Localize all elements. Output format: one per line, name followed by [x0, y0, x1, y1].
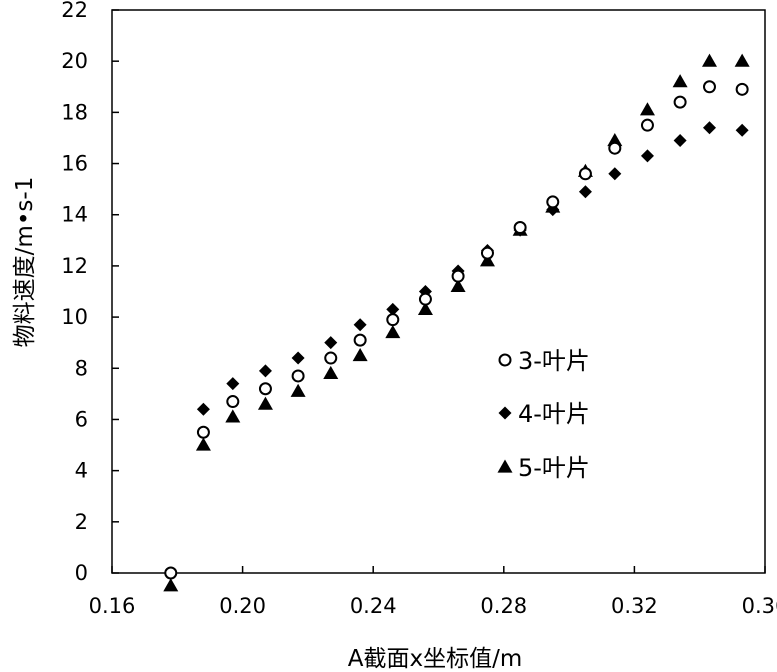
data-point-filled-diamond [196, 402, 210, 416]
data-point-filled-triangle [352, 347, 368, 362]
data-point-open-circle [451, 269, 465, 283]
data-point-filled-triangle [639, 102, 655, 116]
x-tick-label: 0.36 [742, 594, 777, 618]
data-point-open-circle [735, 82, 749, 96]
y-tick-label: 10 [61, 305, 88, 329]
data-point-filled-triangle [225, 409, 241, 423]
y-tick-label: 12 [61, 254, 88, 278]
data-point-filled-triangle [672, 74, 688, 88]
data-point-filled-triangle [450, 278, 466, 293]
data-point-open-circle [226, 395, 240, 409]
data-point-filled-diamond [735, 123, 749, 137]
data-point-filled-triangle [417, 301, 433, 316]
y-tick-label: 14 [61, 203, 88, 227]
data-point-filled-triangle [163, 578, 179, 592]
data-point-filled-triangle [290, 383, 306, 397]
data-point-filled-diamond [324, 336, 338, 350]
y-tick-label: 16 [61, 152, 88, 176]
y-tick-label: 4 [75, 459, 88, 483]
x-tick-label: 0.20 [219, 594, 266, 618]
x-tick-label: 0.32 [611, 594, 658, 618]
y-tick-label: 20 [61, 49, 88, 73]
plot-frame [111, 9, 766, 574]
data-point-open-circle [164, 566, 178, 580]
data-point-filled-diamond [578, 185, 592, 199]
legend-label: 4-叶片 [518, 400, 590, 428]
data-point-open-circle [353, 333, 367, 347]
data-point-filled-diamond [353, 318, 367, 332]
data-point-filled-diamond [258, 364, 272, 378]
data-point-open-circle [418, 292, 432, 306]
data-point-open-circle [324, 351, 338, 365]
data-point-open-circle [702, 80, 716, 94]
y-tick-label: 22 [61, 0, 88, 22]
data-point-filled-triangle [701, 53, 717, 67]
data-point-filled-triangle [385, 324, 401, 339]
data-point-filled-diamond [291, 351, 305, 365]
x-tick-label: 0.28 [480, 594, 527, 618]
data-point-open-circle [386, 313, 400, 327]
x-tick-label: 0.16 [89, 594, 136, 618]
data-point-open-circle [258, 382, 272, 396]
axes [111, 9, 766, 574]
data-point-filled-diamond [702, 121, 716, 135]
legend: 3-叶片 4-叶片 5-叶片 [497, 347, 590, 482]
legend-marker-filled-diamond [498, 406, 512, 420]
data-point-open-circle [196, 425, 210, 439]
data-point-filled-diamond [673, 134, 687, 148]
data-point-filled-diamond [226, 377, 240, 391]
data-point-open-circle [640, 118, 654, 132]
y-tick-label: 6 [75, 407, 88, 431]
data-point-open-circle [480, 246, 494, 260]
data-point-filled-diamond [640, 149, 654, 163]
legend-label: 3-叶片 [518, 347, 590, 375]
data-point-open-circle [291, 369, 305, 383]
data-points [163, 53, 750, 592]
data-point-filled-triangle [607, 133, 623, 147]
legend-marker-open-circle [498, 353, 512, 367]
y-tick-label: 0 [75, 561, 88, 585]
data-point-open-circle [608, 141, 622, 155]
data-point-open-circle [673, 95, 687, 109]
data-point-filled-diamond [386, 302, 400, 316]
legend-marker-filled-triangle [497, 459, 513, 473]
data-point-filled-triangle [734, 53, 750, 67]
y-tick-label: 8 [75, 356, 88, 380]
x-tick-label: 0.24 [350, 594, 397, 618]
y-tick-label: 2 [75, 510, 88, 534]
legend-label: 5-叶片 [518, 454, 590, 482]
y-tick-label: 18 [61, 100, 88, 124]
data-point-filled-triangle [323, 365, 339, 380]
y-axis-ticks: 0 2 4 6 8 10 12 14 16 18 20 22 [61, 0, 119, 585]
data-point-filled-triangle [257, 396, 273, 410]
data-point-filled-diamond [608, 167, 622, 181]
data-point-filled-triangle [479, 253, 495, 267]
data-point-open-circle [513, 221, 527, 235]
data-point-filled-triangle [195, 437, 211, 451]
data-point-open-circle [578, 167, 592, 181]
data-point-open-circle [546, 195, 560, 209]
x-axis-label: A截面x坐标值/m [348, 646, 523, 672]
y-axis-label: 物料速度/m•s-1 [12, 177, 38, 348]
x-axis-ticks: 0.16 0.20 0.24 0.28 0.32 0.36 [89, 566, 777, 618]
